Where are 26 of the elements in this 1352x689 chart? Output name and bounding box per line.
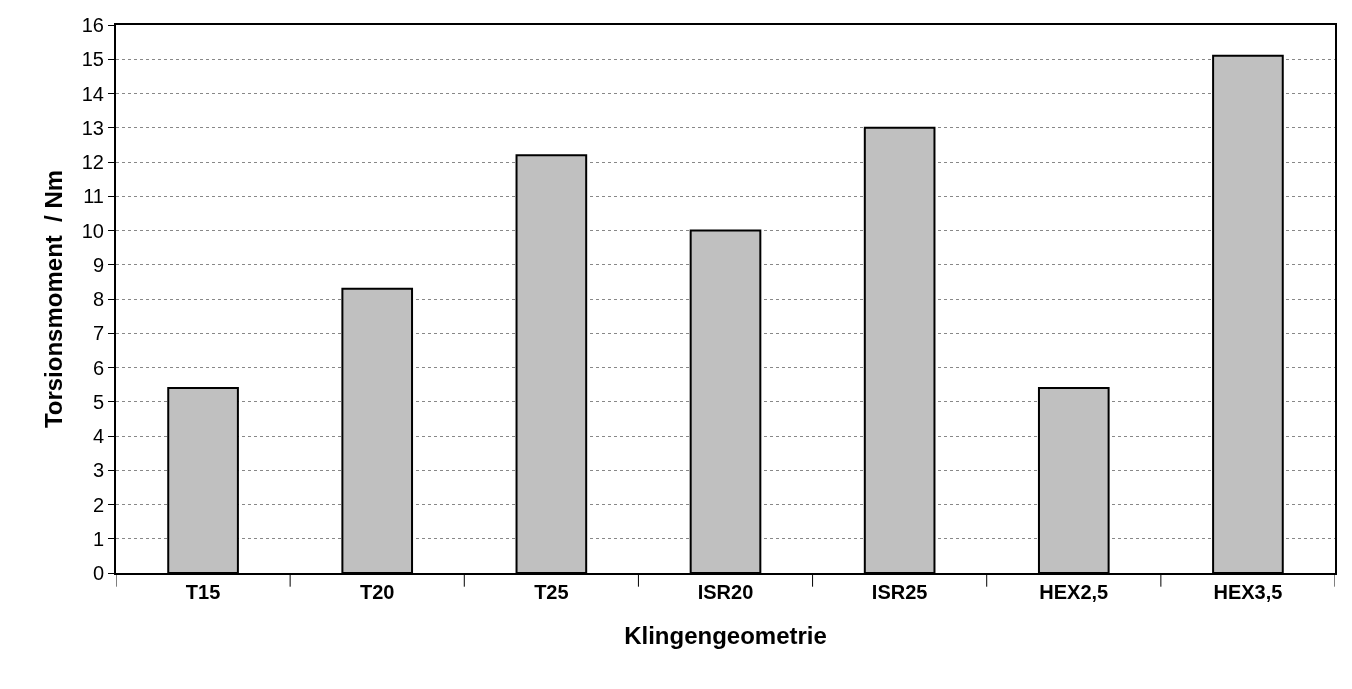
y-tick-label: 7 <box>92 322 104 345</box>
y-tick-label: 4 <box>92 425 104 447</box>
y-tick-label: 16 <box>81 14 104 36</box>
x-tick-label: HEX3,5 <box>1213 581 1283 603</box>
y-tick-label: 13 <box>81 116 104 139</box>
x-axis-title: Klingengeometrie <box>624 621 827 649</box>
y-tick-label: 8 <box>92 288 104 310</box>
y-tick-label: 9 <box>92 253 104 276</box>
y-tick-label: 12 <box>81 151 104 173</box>
y-tick-label: 11 <box>83 185 104 208</box>
x-tick-label: ISR25 <box>871 581 928 603</box>
x-tick-label: HEX2,5 <box>1039 581 1109 603</box>
x-tick-label: ISR20 <box>697 581 754 603</box>
y-tick-label: 2 <box>92 493 104 516</box>
y-tick-label: 1 <box>92 527 104 550</box>
x-tick-label: T20 <box>359 581 395 603</box>
y-tick-label: 14 <box>81 82 104 105</box>
y-tick-label: 6 <box>92 356 104 379</box>
x-tick-label: T15 <box>185 581 221 603</box>
y-tick-label: 15 <box>81 48 104 71</box>
x-tick-label: T25 <box>534 581 569 603</box>
y-axis-title: Torsionsmoment / Nm <box>40 169 68 429</box>
y-tick-label: 3 <box>92 459 104 482</box>
y-tick-label: 10 <box>81 219 104 242</box>
y-tick-label: 5 <box>92 390 104 413</box>
y-tick-label: 0 <box>92 562 104 584</box>
